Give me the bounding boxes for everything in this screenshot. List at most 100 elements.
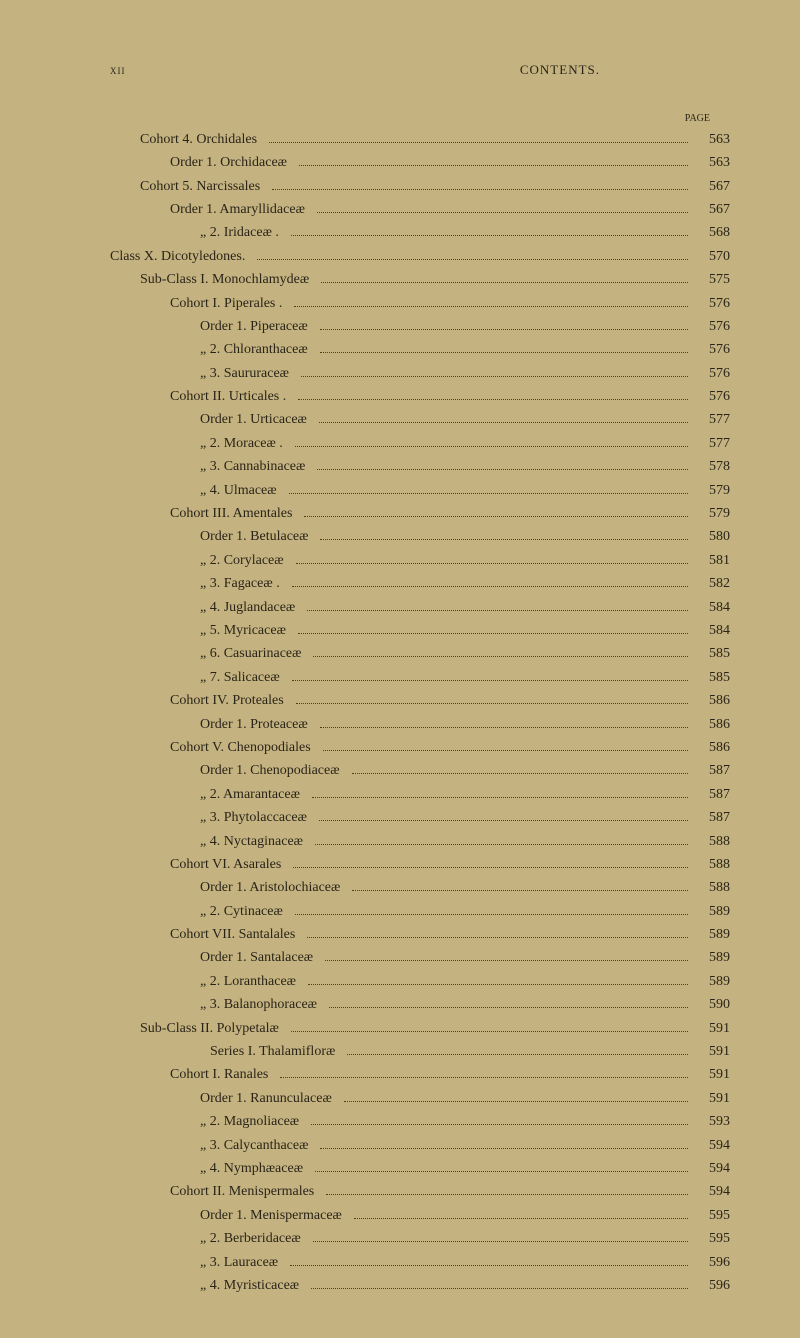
- entry-text: Series I. Thalamifloræ: [210, 1041, 341, 1063]
- entry-text: Cohort I. Ranales: [170, 1064, 274, 1086]
- entry-page: 587: [694, 760, 730, 782]
- entry-page: 591: [694, 1088, 730, 1110]
- toc-entry: Order 1. Amaryllidaceæ567: [110, 199, 730, 221]
- page-column-label: PAGE: [110, 111, 710, 127]
- table-of-contents: Cohort 4. Orchidales563Order 1. Orchidac…: [110, 129, 730, 1298]
- toc-entry: „ 5. Myricaceæ584: [110, 620, 730, 642]
- toc-entry: „ 3. Phytolaccaceæ587: [110, 807, 730, 829]
- entry-text: „ 2. Berberidaceæ: [200, 1228, 307, 1250]
- leader-dots: [344, 1101, 688, 1102]
- toc-entry: Cohort II. Menispermales594: [110, 1181, 730, 1203]
- leader-dots: [317, 212, 688, 213]
- toc-entry: „ 3. Balanophoraceæ590: [110, 994, 730, 1016]
- leader-dots: [347, 1054, 688, 1055]
- entry-page: 582: [694, 573, 730, 595]
- entry-text: Order 1. Ranunculaceæ: [200, 1088, 338, 1110]
- toc-entry: Series I. Thalamifloræ 591: [110, 1041, 730, 1063]
- entry-page: 591: [694, 1041, 730, 1063]
- toc-entry: Sub-Class I. Monochlamydeæ575: [110, 269, 730, 291]
- entry-page: 570: [694, 246, 730, 268]
- toc-entry: Sub-Class II. Polypetalæ591: [110, 1018, 730, 1040]
- entry-page: 590: [694, 994, 730, 1016]
- entry-page: 568: [694, 222, 730, 244]
- entry-page: 596: [694, 1252, 730, 1274]
- leader-dots: [295, 914, 688, 915]
- entry-page: 580: [694, 526, 730, 548]
- page-number: xii: [110, 60, 126, 81]
- toc-entry: Order 1. Santalaceæ589: [110, 947, 730, 969]
- toc-entry: Order 1. Menispermaceæ595: [110, 1205, 730, 1227]
- toc-entry: „ 3. Cannabinaceæ578: [110, 456, 730, 478]
- entry-page: 589: [694, 924, 730, 946]
- leader-dots: [329, 1007, 688, 1008]
- toc-entry: „ 6. Casuarinaceæ 585: [110, 643, 730, 665]
- toc-entry: „ 2. Loranthaceæ589: [110, 971, 730, 993]
- entry-text: Cohort I. Piperales .: [170, 293, 288, 315]
- entry-page: 596: [694, 1275, 730, 1297]
- toc-entry: Cohort V. Chenopodiales586: [110, 737, 730, 759]
- toc-entry: Cohort III. Amentales 579: [110, 503, 730, 525]
- entry-text: Cohort VI. Asarales: [170, 854, 287, 876]
- entry-text: Order 1. Chenopodiaceæ: [200, 760, 346, 782]
- entry-page: 591: [694, 1064, 730, 1086]
- entry-text: Order 1. Amaryllidaceæ: [170, 199, 311, 221]
- leader-dots: [295, 446, 688, 447]
- entry-page: 588: [694, 831, 730, 853]
- toc-entry: „ 3. Lauraceæ596: [110, 1252, 730, 1274]
- entry-page: 575: [694, 269, 730, 291]
- entry-text: „ 4. Myristicaceæ: [200, 1275, 305, 1297]
- entry-page: 579: [694, 503, 730, 525]
- leader-dots: [296, 563, 688, 564]
- toc-entry: Cohort VII. Santalales589: [110, 924, 730, 946]
- page-header: xii CONTENTS.: [110, 60, 730, 81]
- entry-page: 576: [694, 339, 730, 361]
- entry-page: 579: [694, 480, 730, 502]
- toc-entry: „ 4. Myristicaceæ 596: [110, 1275, 730, 1297]
- entry-page: 586: [694, 690, 730, 712]
- toc-entry: „ 2. Iridaceæ .568: [110, 222, 730, 244]
- entry-text: Order 1. Menispermaceæ: [200, 1205, 348, 1227]
- toc-entry: Cohort 4. Orchidales563: [110, 129, 730, 151]
- leader-dots: [298, 399, 688, 400]
- toc-entry: „ 4. Nyctaginaceæ588: [110, 831, 730, 853]
- leader-dots: [323, 750, 688, 751]
- leader-dots: [311, 1288, 688, 1289]
- leader-dots: [304, 516, 688, 517]
- entry-page: 567: [694, 176, 730, 198]
- header-title: CONTENTS.: [520, 60, 600, 81]
- entry-text: „ 6. Casuarinaceæ: [200, 643, 307, 665]
- entry-page: 584: [694, 620, 730, 642]
- entry-page: 589: [694, 971, 730, 993]
- toc-entry: „ 7. Salicaceæ585: [110, 667, 730, 689]
- entry-text: „ 3. Phytolaccaceæ: [200, 807, 313, 829]
- leader-dots: [291, 1031, 688, 1032]
- leader-dots: [298, 633, 688, 634]
- entry-page: 586: [694, 737, 730, 759]
- entry-page: 563: [694, 152, 730, 174]
- leader-dots: [307, 937, 688, 938]
- leader-dots: [325, 960, 688, 961]
- entry-text: Cohort IV. Proteales: [170, 690, 290, 712]
- entry-text: „ 3. Fagaceæ .: [200, 573, 286, 595]
- toc-entry: „ 4. Nymphæaceæ594: [110, 1158, 730, 1180]
- entry-page: 585: [694, 667, 730, 689]
- entry-page: 585: [694, 643, 730, 665]
- toc-entry: „ 2. Corylaceæ581: [110, 550, 730, 572]
- entry-page: 576: [694, 316, 730, 338]
- entry-text: „ 4. Nymphæaceæ: [200, 1158, 309, 1180]
- toc-entry: „ 4. Ulmaceæ579: [110, 480, 730, 502]
- leader-dots: [319, 422, 688, 423]
- entry-text: Cohort III. Amentales: [170, 503, 298, 525]
- entry-page: 588: [694, 877, 730, 899]
- toc-entry: Cohort IV. Proteales 586: [110, 690, 730, 712]
- leader-dots: [320, 329, 688, 330]
- toc-entry: Order 1. Orchidaceæ 563: [110, 152, 730, 174]
- leader-dots: [289, 493, 688, 494]
- leader-dots: [313, 1241, 688, 1242]
- entry-text: Order 1. Orchidaceæ: [170, 152, 293, 174]
- leader-dots: [292, 680, 688, 681]
- toc-entry: Cohort 5. Narcissales567: [110, 176, 730, 198]
- toc-entry: „ 2. Berberidaceæ595: [110, 1228, 730, 1250]
- toc-entry: Cohort II. Urticales .576: [110, 386, 730, 408]
- leader-dots: [296, 703, 688, 704]
